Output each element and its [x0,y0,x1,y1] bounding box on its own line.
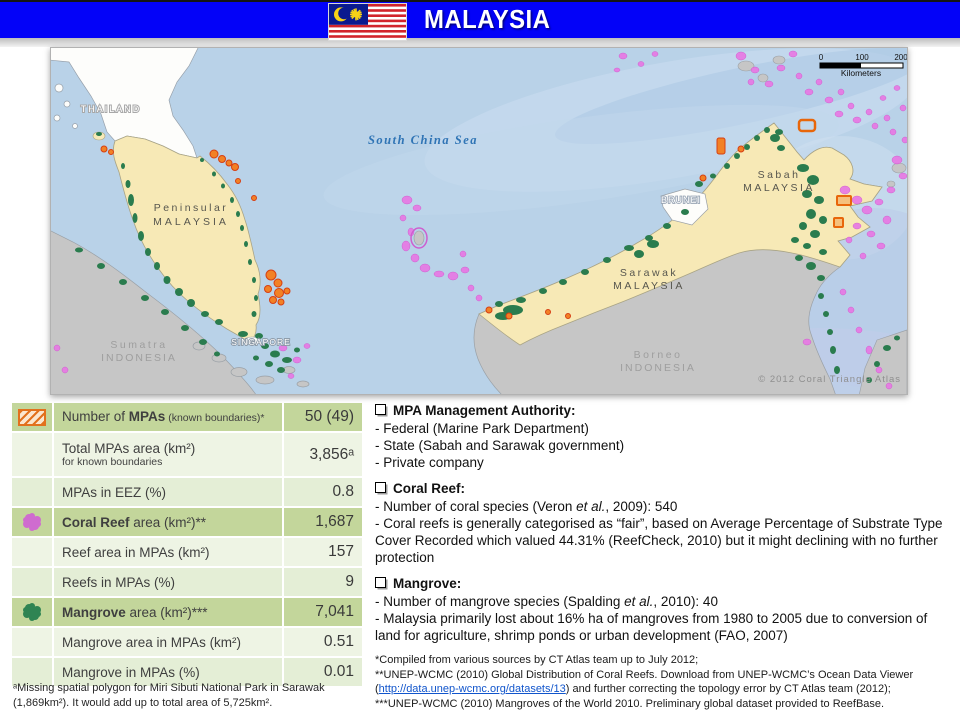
value-mangrove-pct: 0.01 [282,658,362,686]
malaysia-map: South China Sea THAILAND Peninsular MALA… [50,47,908,395]
section-mangrove: Mangrove: - Number of mangrove species (… [375,575,953,644]
coral-reef-areas [53,50,907,390]
text-line: - Federal (Marine Park Department) [375,421,589,436]
text-line: - Coral reefs is generally categorised a… [375,516,943,565]
mangrove-swatch-icon [26,606,38,618]
footnote-line: **UNEP-WCMC (2010) Global Distribution o… [375,668,914,696]
title-bar [0,2,960,38]
scale-unit: Kilometers [841,68,881,78]
label-thailand: THAILAND [81,104,142,114]
singapore-land [243,336,261,346]
label-peninsular-1: Peninsular [154,202,229,214]
sarawak-sabah-land [478,122,883,346]
text-line: - Number of coral species (Veron et al.,… [375,499,678,514]
scale-tick-100: 100 [855,53,869,62]
dataset-link[interactable]: http://data.unep-wcmc.org/datasets/13 [378,683,566,695]
scale-bar: 0 100 200 Kilometers [819,53,907,78]
label-peninsular-2: MALAYSIA [153,216,229,228]
outlying-islands [413,55,907,394]
table-row-mangrove-area: Mangrove area (km²)*** 7,041 [12,598,362,628]
map-labels: South China Sea THAILAND Peninsular MALA… [80,103,901,385]
section-mpa-authority: MPA Management Authority: - Federal (Mar… [375,402,953,471]
label-south-china-sea: South China Sea [368,133,478,147]
table-row-reef-in-mpa: Reef area in MPAs (km²) 157 [12,538,362,568]
brunei-land [660,188,709,226]
text-line: - Private company [375,455,484,470]
value-mpa-count: 50 (49) [282,403,362,431]
label-sarawak-2: MALAYSIA [613,280,685,292]
thailand-land [51,48,199,159]
label-sumatra-1: Sumatra [110,339,167,351]
title-bar-shadow [0,38,960,47]
text-line: - Number of mangrove species (Spalding e… [375,594,718,609]
label-borneo-1: Borneo [634,349,683,361]
text-line: - Malaysia primarily lost about 16% ha o… [375,611,928,643]
value-mangrove-in-mpa: 0.51 [282,628,362,656]
square-bullet-icon [375,577,386,588]
label-sabah-1: Sabah [758,169,801,181]
value-mangrove-area: 7,041 [282,598,362,626]
mangrove-areas [75,127,900,383]
scale-tick-0: 0 [819,53,824,62]
text-line: - State (Sabah and Sarawak government) [375,438,625,453]
value-mpa-area: 3,856ᵃ [282,433,362,476]
section-coral-reef: Coral Reef: - Number of coral species (V… [375,480,953,566]
table-row-mpa-eez: MPAs in EEZ (%) 0.8 [12,478,362,508]
info-panel: MPA Management Authority: - Federal (Mar… [375,402,953,711]
table-row-mangrove-in-mpa: Mangrove area in MPAs (km²) 0.51 [12,628,362,658]
label-singapore: SINGAPORE [231,337,291,347]
label-sumatra-2: INDONESIA [101,352,177,364]
label-borneo-2: INDONESIA [620,362,696,374]
table-row-coral-area: Coral Reef area (km²)** 1,687 [12,508,362,538]
table-footnote: ᵃMissing spatial polygon for Miri Sibuti… [13,682,325,709]
flag-crescent-star [334,7,362,22]
footnote-line: *Compiled from various sources by CT Atl… [375,654,699,666]
scale-tick-200: 200 [894,53,907,62]
table-row-mangrove-pct: Mangrove in MPAs (%) 0.01 [12,658,362,688]
map-copyright: © 2012 Coral Triangle Atlas [758,374,901,385]
value-reef-in-mpa: 157 [282,538,362,566]
label-brunei: BRUNEI [661,195,701,205]
value-reef-pct: 9 [282,568,362,596]
mpa-markers [100,118,852,320]
footnote-line: ***UNEP-WCMC (2010) Mangroves of the Wor… [375,697,885,710]
sumatra-land [51,230,310,394]
table-row-reef-pct: Reefs in MPAs (%) 9 [12,568,362,598]
top-border [0,0,960,2]
label-sarawak-1: Sarawak [620,267,678,279]
table-row-mpa-area: Total MPAs area (km²) for known boundarie… [12,433,362,478]
square-bullet-icon [375,482,386,493]
coral-reef-swatch-icon [26,516,38,528]
mpa-hatch-swatch-icon [18,408,46,426]
square-bullet-icon [375,404,386,415]
value-mpa-eez: 0.8 [282,478,362,506]
page-title: MALAYSIA [424,4,551,34]
value-coral-area: 1,687 [282,508,362,536]
statistics-table: Number of MPAs (known boundaries)* 50 (4… [12,403,362,688]
source-footnotes: *Compiled from various sources by CT Atl… [375,653,953,711]
label-sabah-2: MALAYSIA [743,182,815,194]
malaysia-flag-icon [328,3,407,41]
table-row-mpa-count: Number of MPAs (known boundaries)* 50 (4… [12,403,362,433]
